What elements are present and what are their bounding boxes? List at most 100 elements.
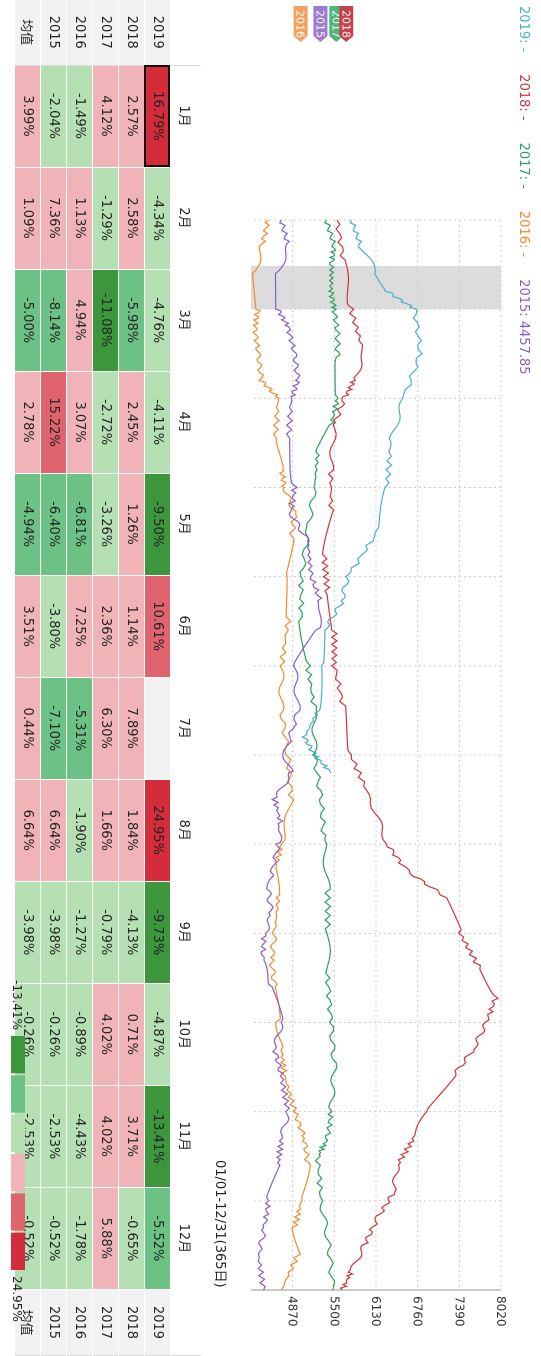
row-label-end: 2015	[40, 1289, 67, 1356]
return-cell[interactable]: 2.78%	[14, 371, 41, 474]
return-cell[interactable]: -0.79%	[92, 881, 119, 984]
month-header[interactable]: 11月	[170, 1085, 201, 1188]
series-flag-2015: 2015	[313, 6, 328, 42]
return-cell[interactable]	[144, 677, 171, 780]
month-header[interactable]: 5月	[170, 473, 201, 576]
month-header[interactable]: 9月	[170, 881, 201, 984]
range-label: 01/01-12/31(365日)	[212, 1160, 227, 1288]
return-cell[interactable]: -6.81%	[66, 473, 93, 576]
month-header[interactable]: 6月	[170, 575, 201, 678]
return-cell[interactable]: 6.30%	[92, 677, 119, 780]
return-cell[interactable]: 4.02%	[92, 983, 119, 1086]
return-cell[interactable]: -3.80%	[40, 575, 67, 678]
return-cell[interactable]: -2.53%	[40, 1085, 67, 1188]
month-header[interactable]: 4月	[170, 371, 201, 474]
return-cell[interactable]: 15.22%	[40, 371, 67, 474]
return-cell[interactable]: 3.71%	[118, 1085, 145, 1188]
month-header[interactable]: 12月	[170, 1187, 201, 1290]
series-line-2017	[297, 219, 342, 1291]
return-cell[interactable]: -1.90%	[66, 779, 93, 882]
return-cell[interactable]: 2.36%	[92, 575, 119, 678]
return-cell[interactable]: 2.45%	[118, 371, 145, 474]
return-cell[interactable]: -3.98%	[14, 881, 41, 984]
month-header[interactable]: 8月	[170, 779, 201, 882]
return-cell[interactable]: -4.11%	[144, 371, 171, 474]
return-cell[interactable]: 1.84%	[118, 779, 145, 882]
month-header[interactable]: 2月	[170, 167, 201, 270]
return-cell[interactable]: 1.13%	[66, 167, 93, 270]
return-cell[interactable]: -9.50%	[144, 473, 171, 576]
return-cell[interactable]: 0.44%	[14, 677, 41, 780]
return-cell[interactable]: -2.04%	[40, 65, 67, 168]
return-cell[interactable]: 10.61%	[144, 575, 171, 678]
return-cell[interactable]: 2.58%	[118, 167, 145, 270]
return-cell[interactable]: -4.43%	[66, 1085, 93, 1188]
legend: 2019: - 2018: - 2017: - 2016: - 2015: 4457.8…	[511, 6, 537, 397]
return-cell[interactable]: 5.88%	[92, 1187, 119, 1290]
return-cell[interactable]: -4.94%	[14, 473, 41, 576]
return-cell[interactable]: -1.27%	[66, 881, 93, 984]
month-header[interactable]: 3月	[170, 269, 201, 372]
return-cell[interactable]: -5.98%	[118, 269, 145, 372]
return-cell[interactable]: 3.07%	[66, 371, 93, 474]
legend-item-2016[interactable]: 2016: -	[516, 210, 532, 258]
return-cell[interactable]: 3.51%	[14, 575, 41, 678]
return-cell[interactable]: 1.66%	[92, 779, 119, 882]
return-cell[interactable]: -0.52%	[40, 1187, 67, 1290]
y-tick-label: 6760	[411, 1296, 425, 1327]
return-cell[interactable]: -0.52%	[14, 1187, 41, 1290]
return-cell[interactable]: -3.26%	[92, 473, 119, 576]
return-cell[interactable]: -0.26%	[40, 983, 67, 1086]
return-cell[interactable]: 4.12%	[92, 65, 119, 168]
return-cell[interactable]: -2.53%	[14, 1085, 41, 1188]
return-cell[interactable]: 0.71%	[118, 983, 145, 1086]
return-cell[interactable]: 6.64%	[14, 779, 41, 882]
return-cell[interactable]: 3.99%	[14, 65, 41, 168]
return-cell[interactable]: 2.57%	[118, 65, 145, 168]
return-cell[interactable]: -5.31%	[66, 677, 93, 780]
return-cell[interactable]: -0.89%	[66, 983, 93, 1086]
row-label: 2017	[92, 0, 119, 65]
legend-item-2018[interactable]: 2018: -	[516, 74, 532, 121]
return-cell[interactable]: 1.14%	[118, 575, 145, 678]
return-cell[interactable]: -1.78%	[66, 1187, 93, 1290]
legend-item-2017[interactable]: 2017: -	[516, 142, 532, 189]
return-cell[interactable]: -1.49%	[66, 65, 93, 168]
return-cell[interactable]: 7.36%	[40, 167, 67, 270]
return-cell[interactable]: 7.89%	[118, 677, 145, 780]
row-label: 2018	[118, 0, 145, 65]
return-cell[interactable]: -9.73%	[144, 881, 171, 984]
return-cell[interactable]: -0.26%	[14, 983, 41, 1086]
return-cell[interactable]: 1.26%	[118, 473, 145, 576]
legend-item-2019[interactable]: 2019: -	[516, 6, 532, 53]
return-cell[interactable]: 7.25%	[66, 575, 93, 678]
return-cell[interactable]: 4.02%	[92, 1085, 119, 1188]
return-cell[interactable]: 4.94%	[66, 269, 93, 372]
return-cell[interactable]: -6.40%	[40, 473, 67, 576]
return-cell[interactable]: -13.41%	[144, 1085, 171, 1188]
return-cell[interactable]: 1.09%	[14, 167, 41, 270]
return-cell[interactable]: -4.34%	[144, 167, 171, 270]
return-cell[interactable]: -2.72%	[92, 371, 119, 474]
series-line-2019	[300, 219, 423, 774]
return-cell[interactable]: -4.87%	[144, 983, 171, 1086]
return-cell[interactable]: -11.08%	[92, 269, 119, 372]
return-cell[interactable]: -1.29%	[92, 167, 119, 270]
return-cell[interactable]: 16.79%	[144, 65, 171, 168]
return-cell[interactable]: -3.98%	[40, 881, 67, 984]
month-header[interactable]: 1月	[170, 65, 201, 168]
return-cell[interactable]: -7.10%	[40, 677, 67, 780]
month-header[interactable]: 10月	[170, 983, 201, 1086]
return-cell[interactable]: -0.65%	[118, 1187, 145, 1290]
month-header[interactable]: 7月	[170, 677, 201, 780]
return-cell[interactable]: -8.14%	[40, 269, 67, 372]
return-cell[interactable]: -5.52%	[144, 1187, 171, 1290]
return-cell[interactable]: 24.95%	[144, 779, 171, 882]
return-cell[interactable]: 6.64%	[40, 779, 67, 882]
return-cell[interactable]: -4.76%	[144, 269, 171, 372]
legend-item-2015[interactable]: 2015: 4457.85	[516, 279, 532, 375]
return-cell[interactable]: -5.00%	[14, 269, 41, 372]
row-label: 2019	[144, 0, 171, 65]
series-flag-2018: 2018	[339, 6, 354, 42]
return-cell[interactable]: -4.13%	[118, 881, 145, 984]
